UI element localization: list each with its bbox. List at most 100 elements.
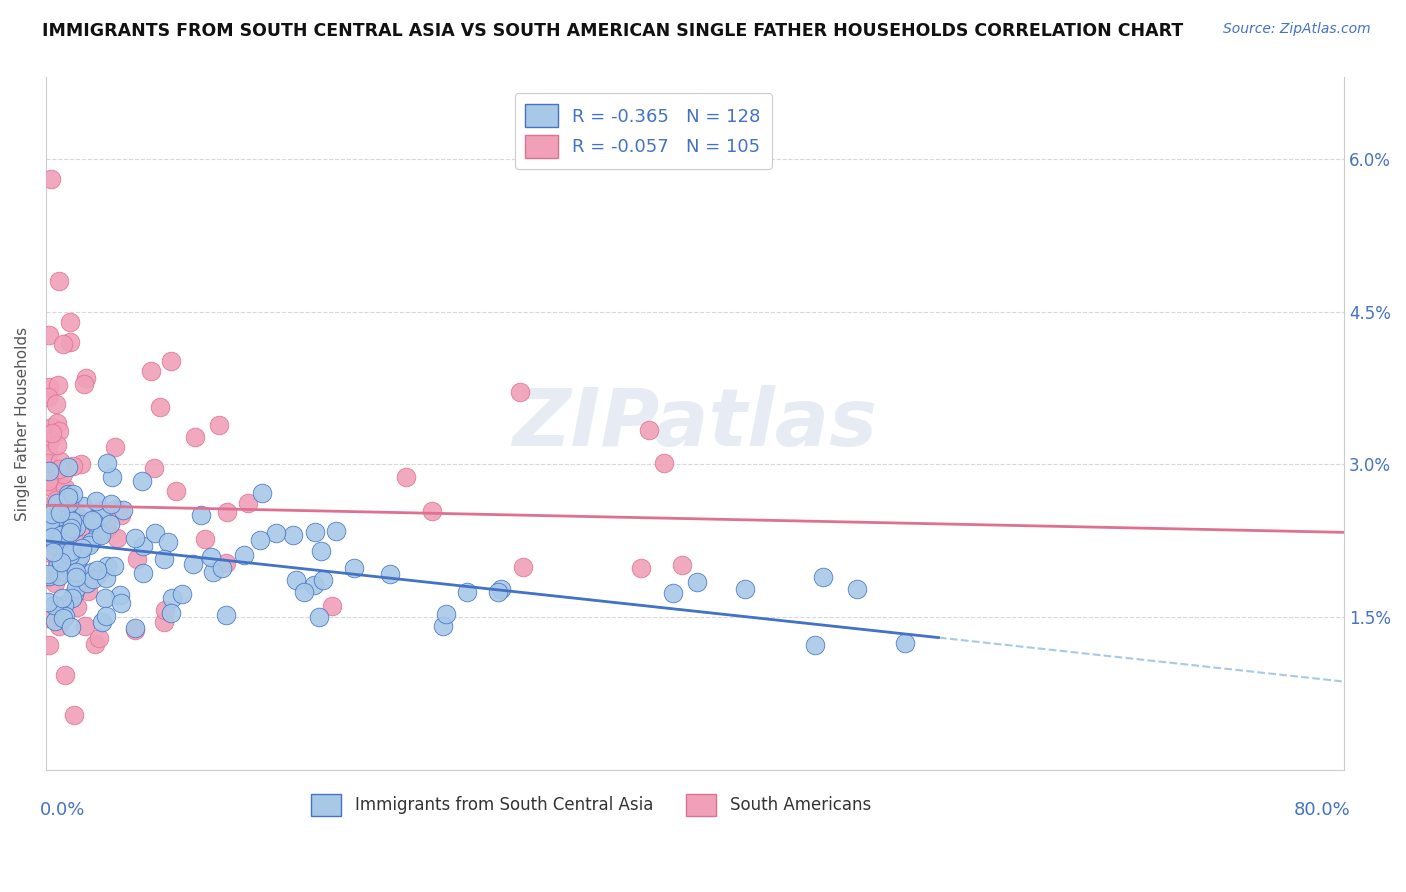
- Point: [486, 585, 509, 599]
- Point: [101, 470, 124, 484]
- Point: [41, 525, 63, 540]
- Point: [132, 539, 155, 553]
- Point: [51, 530, 73, 544]
- Point: [63, 587, 86, 601]
- Point: [46, 438, 69, 452]
- Point: [49, 599, 72, 613]
- Point: [38, 434, 60, 448]
- Point: [207, 418, 229, 433]
- Point: [343, 561, 366, 575]
- Point: [325, 524, 347, 538]
- Point: [45, 560, 67, 574]
- Point: [37, 545, 59, 559]
- Point: [312, 573, 335, 587]
- Point: [846, 582, 869, 596]
- Point: [96, 559, 118, 574]
- Point: [281, 528, 304, 542]
- Point: [72, 499, 94, 513]
- Point: [37, 595, 59, 609]
- Point: [49, 531, 72, 545]
- Point: [89, 631, 111, 645]
- Point: [104, 441, 127, 455]
- Point: [159, 354, 181, 368]
- Point: [39, 172, 62, 186]
- Point: [105, 502, 128, 516]
- Point: [160, 591, 183, 606]
- Point: [395, 470, 418, 484]
- Point: [662, 585, 685, 599]
- Point: [45, 496, 67, 510]
- Point: [491, 582, 513, 597]
- Point: [65, 566, 87, 580]
- Point: [66, 510, 89, 524]
- Point: [37, 570, 59, 584]
- Point: [66, 514, 89, 528]
- Point: [38, 379, 60, 393]
- Point: [53, 497, 76, 511]
- Point: [38, 471, 60, 485]
- Point: [49, 511, 72, 525]
- Point: [48, 569, 70, 583]
- Point: [42, 481, 65, 495]
- Point: [152, 552, 174, 566]
- Point: [143, 460, 166, 475]
- Point: [63, 506, 86, 520]
- Point: [66, 599, 89, 614]
- Point: [48, 534, 70, 549]
- Point: [98, 516, 121, 531]
- Legend: Immigrants from South Central Asia, South Americans: Immigrants from South Central Asia, Sout…: [304, 786, 879, 824]
- Point: [37, 447, 59, 461]
- Point: [77, 584, 100, 599]
- Point: [55, 552, 77, 566]
- Point: [184, 430, 207, 444]
- Point: [211, 561, 233, 575]
- Point: [284, 573, 307, 587]
- Point: [53, 565, 76, 579]
- Point: [49, 509, 72, 524]
- Point: [38, 526, 60, 541]
- Point: [53, 668, 76, 682]
- Point: [37, 474, 59, 488]
- Point: [59, 548, 82, 562]
- Text: Source: ZipAtlas.com: Source: ZipAtlas.com: [1223, 22, 1371, 37]
- Point: [46, 378, 69, 392]
- Point: [83, 637, 105, 651]
- Point: [734, 582, 756, 596]
- Point: [86, 564, 108, 578]
- Point: [181, 557, 204, 571]
- Point: [96, 512, 118, 526]
- Point: [42, 517, 65, 532]
- Point: [51, 530, 73, 544]
- Point: [420, 504, 443, 518]
- Point: [804, 638, 827, 652]
- Point: [266, 525, 288, 540]
- Point: [200, 550, 222, 565]
- Point: [52, 337, 75, 351]
- Point: [87, 527, 110, 541]
- Point: [67, 552, 90, 566]
- Point: [82, 572, 104, 586]
- Point: [132, 566, 155, 580]
- Point: [249, 533, 271, 547]
- Point: [45, 538, 67, 552]
- Point: [149, 400, 172, 414]
- Point: [156, 535, 179, 549]
- Point: [509, 384, 531, 399]
- Point: [84, 494, 107, 508]
- Text: ZIPatlas: ZIPatlas: [513, 384, 877, 463]
- Point: [127, 552, 149, 566]
- Point: [46, 416, 69, 430]
- Point: [73, 376, 96, 391]
- Point: [456, 584, 478, 599]
- Point: [309, 544, 332, 558]
- Text: 0.0%: 0.0%: [39, 801, 84, 819]
- Point: [58, 487, 80, 501]
- Point: [60, 521, 83, 535]
- Point: [894, 636, 917, 650]
- Point: [233, 548, 256, 562]
- Text: 80.0%: 80.0%: [1294, 801, 1351, 819]
- Point: [62, 487, 84, 501]
- Point: [37, 567, 59, 582]
- Point: [37, 458, 59, 473]
- Point: [100, 497, 122, 511]
